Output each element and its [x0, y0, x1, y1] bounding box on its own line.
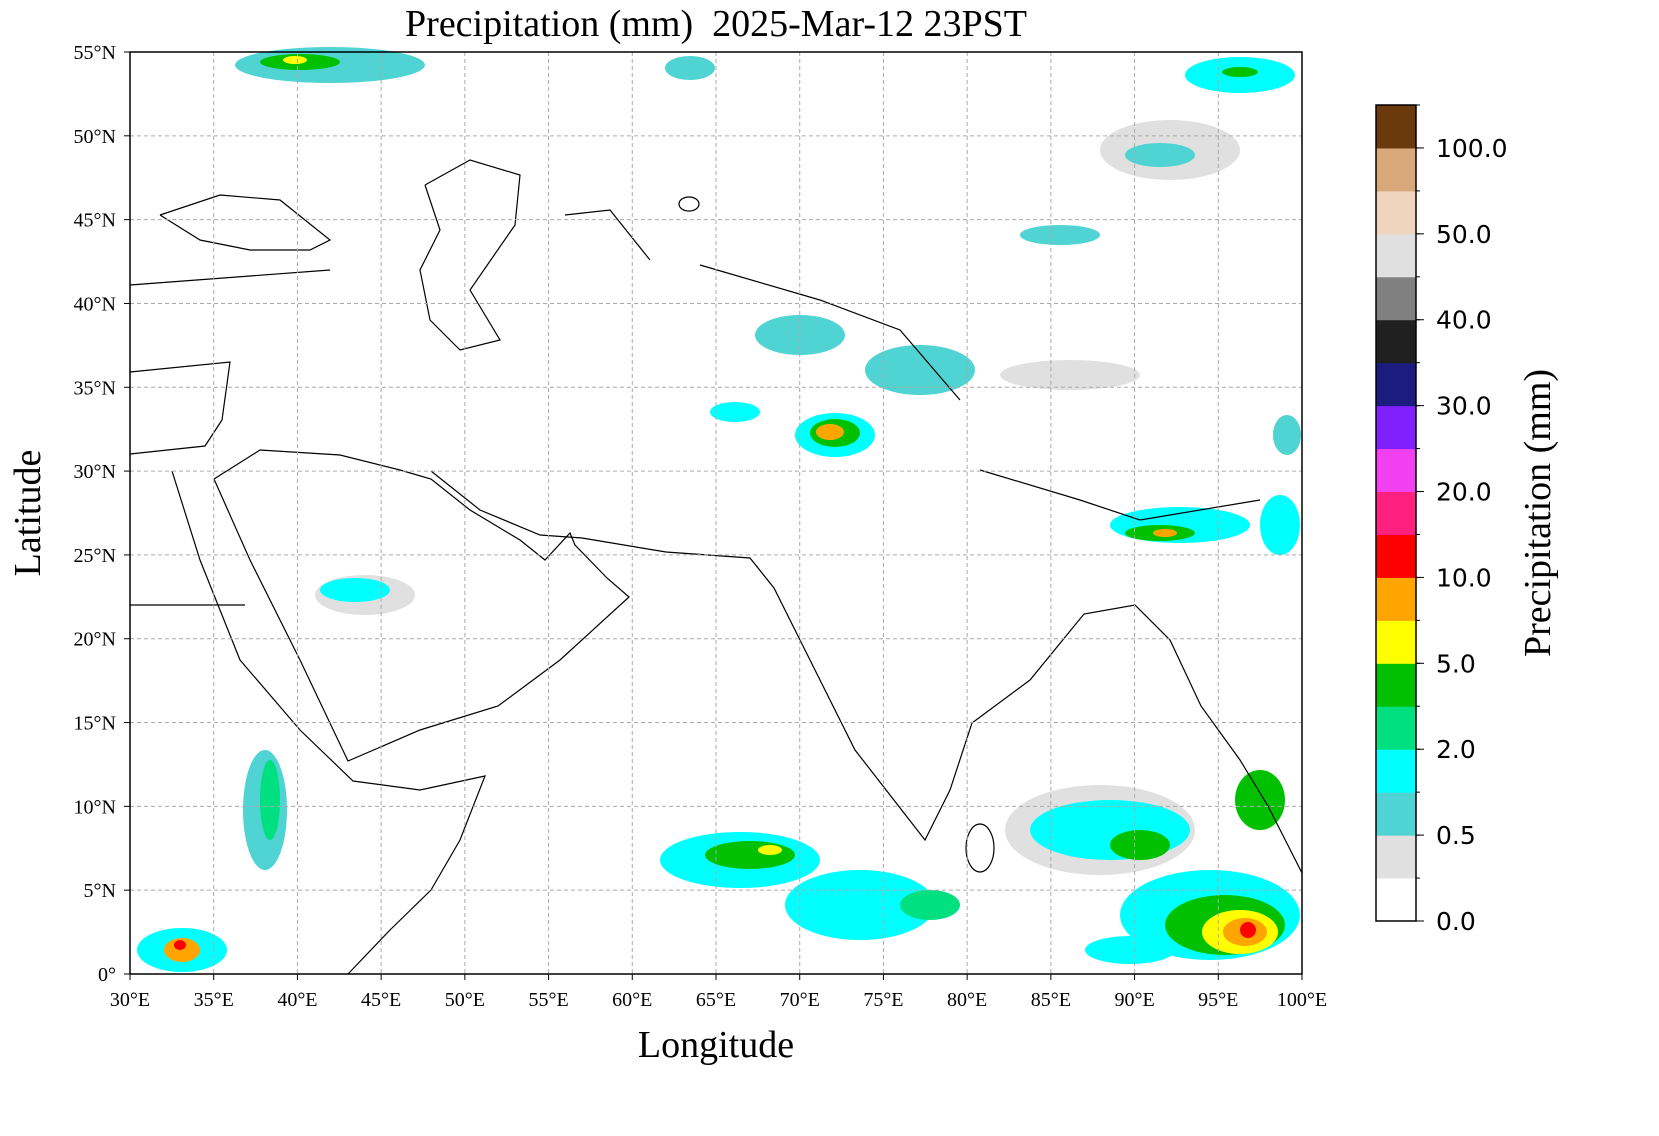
x-tick-label: 30°E — [110, 989, 150, 1011]
y-tick-label: 55°N — [74, 42, 116, 64]
x-tick-label: 35°E — [194, 989, 234, 1011]
y-tick-label: 45°N — [74, 210, 116, 232]
y-tick-label: 20°N — [74, 629, 116, 651]
chart-title: Precipitation (mm) 2025-Mar-12 23PST — [405, 3, 1027, 45]
y-tick-label: 10°N — [74, 796, 116, 818]
colorbar-tick-label: 10.0 — [1436, 563, 1492, 592]
x-tick-label: 45°E — [361, 989, 401, 1011]
colorbar-segment — [1376, 577, 1416, 621]
colorbar-tick-label: 0.0 — [1436, 907, 1476, 936]
colorbar-segment — [1376, 878, 1416, 922]
x-tick-label: 60°E — [612, 989, 652, 1011]
colorbar-segment — [1376, 319, 1416, 364]
colorbar-segment — [1376, 147, 1416, 192]
colorbar-segment — [1376, 233, 1416, 278]
colorbar-tick-label: 5.0 — [1436, 649, 1476, 678]
x-tick-label: 65°E — [696, 989, 736, 1011]
y-tick-label: 15°N — [74, 713, 116, 735]
colorbar-tick-label: 30.0 — [1436, 392, 1492, 421]
colorbar-segment — [1376, 835, 1416, 879]
x-tick-label: 100°E — [1277, 989, 1327, 1011]
coastlines — [129, 159, 1303, 975]
y-tick-label: 25°N — [74, 545, 116, 567]
colorbar-segment — [1376, 190, 1416, 235]
colorbar-tick-label: 2.0 — [1436, 735, 1476, 764]
colorbar-segment — [1376, 620, 1416, 664]
x-tick-label: 55°E — [528, 989, 568, 1011]
map-frame — [129, 51, 1303, 975]
x-axis-title: Longitude — [638, 1024, 794, 1066]
y-axis-title: Latitude — [7, 450, 49, 577]
colorbar-segment — [1376, 448, 1416, 493]
x-tick-label: 75°E — [863, 989, 903, 1011]
colorbar-tick-label: 50.0 — [1436, 220, 1492, 249]
y-tick-label: 0° — [98, 964, 116, 986]
colorbar-title: Precipitation (mm) — [1517, 369, 1559, 657]
x-tick-label: 70°E — [780, 989, 820, 1011]
colorbar-segment — [1376, 405, 1416, 450]
y-tick-label: 35°N — [74, 377, 116, 399]
colorbar-segment — [1376, 792, 1416, 836]
colorbar-tick-label: 0.5 — [1436, 821, 1476, 850]
colorbar-segment — [1376, 105, 1416, 149]
precipitation-field — [137, 47, 1301, 972]
y-tick-label: 30°N — [74, 461, 116, 483]
colorbar-segment — [1376, 749, 1416, 793]
colorbar-tick-label: 20.0 — [1436, 478, 1492, 507]
colorbar-segment — [1376, 706, 1416, 750]
colorbar-frame — [1375, 104, 1417, 922]
x-tick-label: 95°E — [1198, 989, 1238, 1011]
x-tick-label: 40°E — [277, 989, 317, 1011]
colorbar-tick-label: 100.0 — [1436, 134, 1508, 163]
y-tick-label: 5°N — [84, 880, 116, 902]
colorbar-segment — [1376, 362, 1416, 407]
colorbar-segment — [1376, 663, 1416, 707]
x-tick-label: 80°E — [947, 989, 987, 1011]
colorbar-segment — [1376, 276, 1416, 321]
y-tick-label: 50°N — [74, 126, 116, 148]
y-tick-label: 40°N — [74, 293, 116, 315]
x-tick-label: 50°E — [445, 989, 485, 1011]
colorbar-segment — [1376, 491, 1416, 535]
x-tick-label: 85°E — [1031, 989, 1071, 1011]
colorbar-segment — [1376, 534, 1416, 578]
colorbar-tick-label: 40.0 — [1436, 306, 1492, 335]
x-tick-label: 90°E — [1114, 989, 1154, 1011]
